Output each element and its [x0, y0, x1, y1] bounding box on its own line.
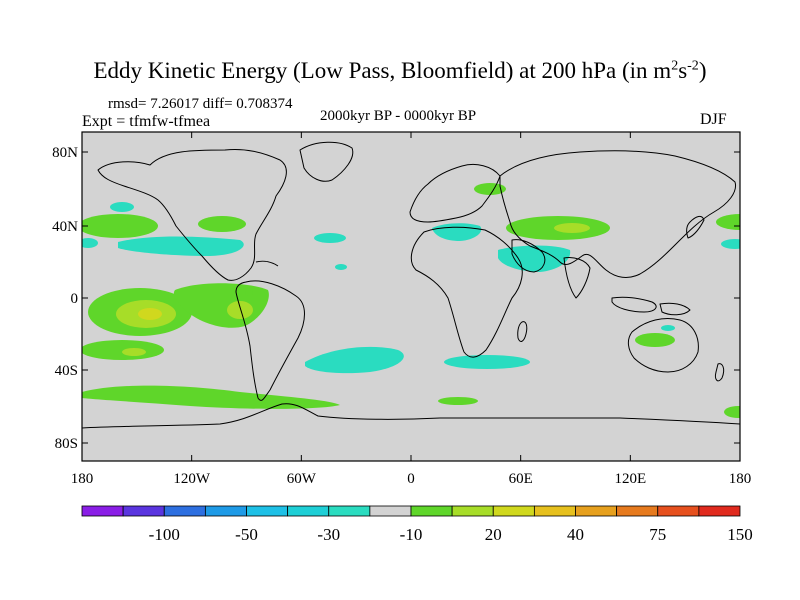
colorbar-label: 40: [567, 525, 584, 544]
coast-australia: [627, 318, 699, 373]
colorbar-swatch: [533, 505, 576, 517]
anomaly-core-asia: [554, 223, 590, 233]
coast-greenland: [299, 141, 354, 182]
colorbar-label: 150: [727, 525, 753, 544]
coast-new-zealand: [715, 363, 725, 382]
colorbar-swatch: [328, 505, 371, 517]
colorbar-swatch: [81, 505, 124, 517]
coast-india: [563, 257, 591, 299]
season-label: DJF: [700, 111, 727, 128]
positive-anomaly-north-atlantic: [198, 216, 246, 232]
coast-caribbean: [255, 260, 279, 267]
lon-tick-label: 120E: [614, 471, 646, 487]
lat-tick-label: 40N: [52, 219, 78, 235]
colorbar-swatch: [410, 505, 453, 517]
coast-indonesia: [611, 296, 657, 313]
lon-tick-label: 60E: [509, 471, 533, 487]
anomaly-core-east-pacific: [227, 301, 253, 319]
coast-south-america: [235, 280, 305, 401]
colorbar-swatch: [657, 505, 700, 517]
longitude-axis: 180 120W 60W 0 60E 120E 180: [71, 132, 752, 487]
plot-title: Eddy Kinetic Energy (Low Pass, Bloomfiel…: [93, 58, 707, 83]
lon-tick-label: 180: [729, 471, 752, 487]
negative-anomaly-north-pacific-band: [118, 236, 244, 256]
colorbar-label: 20: [485, 525, 502, 544]
anomaly-core-south-pacific: [122, 348, 146, 356]
colorbar-label: -100: [149, 525, 180, 544]
negative-anomaly-australia-small: [661, 325, 675, 331]
colorbar-swatch: [163, 505, 206, 517]
positive-anomaly-bolivia: [245, 290, 253, 296]
stats-label: rmsd= 7.26017 diff= 0.708374: [108, 96, 293, 112]
coast-north-america: [97, 149, 287, 281]
negative-anomaly-south-indian: [444, 355, 530, 369]
positive-anomaly-southern-ocean: [82, 385, 340, 409]
coastlines: [82, 141, 740, 429]
lat-tick-label: 80N: [52, 145, 78, 161]
negative-anomaly-south-atlantic: [305, 346, 404, 374]
coast-africa: [410, 226, 523, 358]
colorbar-label: -50: [235, 525, 258, 544]
anomaly-contours: [82, 183, 740, 418]
negative-anomaly-atlantic: [314, 233, 346, 243]
colorbar-swatch: [575, 505, 618, 517]
period-label: 2000kyr BP - 0000kyr BP: [320, 108, 477, 124]
positive-anomaly-north-pacific-west: [82, 214, 158, 238]
lon-tick-label: 0: [407, 471, 415, 487]
positive-anomaly-north-africa: [474, 183, 506, 195]
coast-arabia: [511, 239, 546, 273]
colorbar-label: -30: [317, 525, 340, 544]
colorbar-swatch: [246, 505, 289, 517]
coast-asia: [499, 150, 737, 278]
colorbar-swatch: [698, 505, 741, 517]
negative-anomaly-atlantic-small: [335, 264, 347, 270]
negative-anomaly-west-pacific: [82, 238, 98, 248]
colorbar-swatch: [204, 505, 247, 517]
lat-tick-label: 80S: [55, 436, 78, 452]
anomaly-peak-pacific: [138, 308, 162, 320]
experiment-label: Expt = tfmfw-tfmea: [82, 113, 211, 130]
negative-anomaly-north-pacific: [110, 202, 134, 212]
colorbar-swatch: [369, 505, 412, 517]
colorbar: [81, 505, 741, 517]
coast-new-guinea: [659, 302, 691, 316]
positive-anomaly-australia: [635, 333, 675, 347]
coast-madagascar: [517, 321, 528, 342]
colorbar-labels: -100 -50 -30 -10 20 40 75 150: [149, 525, 753, 544]
colorbar-swatch: [451, 505, 494, 517]
lon-tick-label: 60W: [287, 471, 317, 487]
positive-anomaly-south-indian: [438, 397, 478, 405]
lat-tick-label: 0: [71, 291, 79, 307]
latitude-axis: 80N 40N 0 40S 80S: [52, 145, 740, 452]
colorbar-swatch: [616, 505, 659, 517]
colorbar-swatch: [122, 505, 165, 517]
coast-japan: [686, 215, 705, 239]
negative-anomaly-middle-east: [498, 245, 571, 272]
coast-antarctica: [82, 403, 740, 429]
negative-anomaly-east-asia: [721, 239, 740, 249]
lon-tick-label: 120W: [173, 471, 211, 487]
positive-anomaly-south-pacific-east: [724, 406, 740, 418]
colorbar-label: 75: [649, 525, 666, 544]
lat-tick-label: 40S: [55, 363, 78, 379]
colorbar-swatch: [287, 505, 330, 517]
lon-tick-label: 180: [71, 471, 94, 487]
coast-europe: [409, 163, 501, 223]
colorbar-label: -10: [400, 525, 423, 544]
positive-anomaly-south-pacific: [82, 340, 164, 360]
colorbar-swatch: [492, 505, 535, 517]
